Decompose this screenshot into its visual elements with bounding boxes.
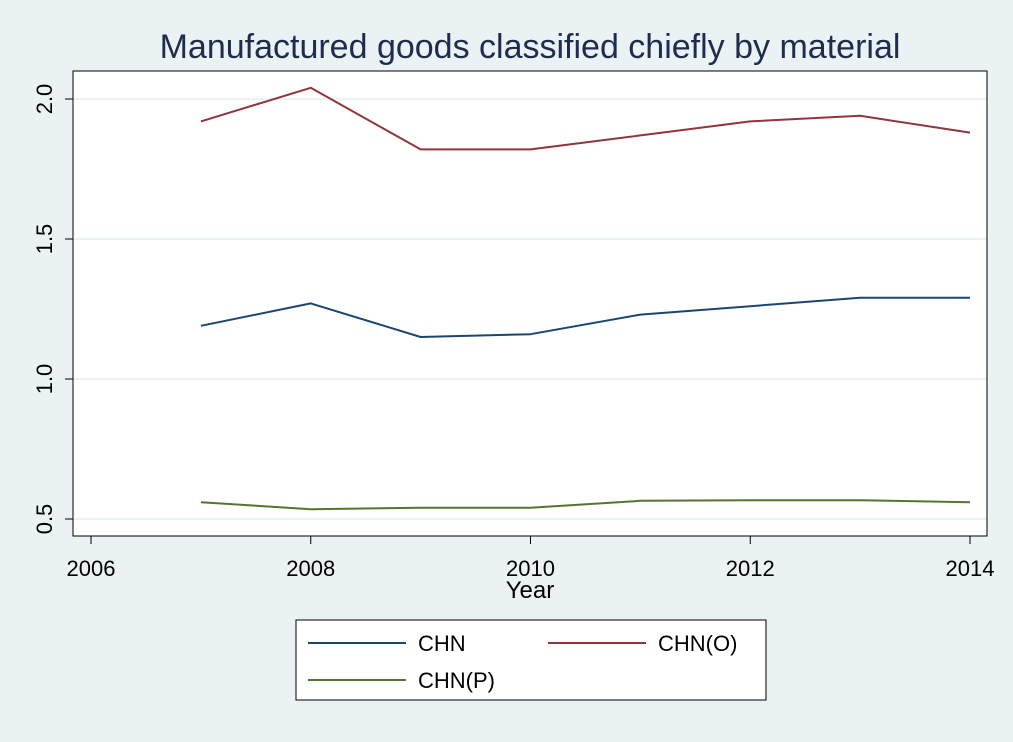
x-axis-label: Year bbox=[506, 577, 555, 604]
x-tick-label: 2012 bbox=[726, 556, 775, 581]
legend-label: CHN bbox=[418, 631, 466, 656]
series-line-chn-o bbox=[200, 86, 971, 151]
data-series bbox=[200, 86, 971, 511]
x-tick-label: 2010 bbox=[506, 556, 555, 581]
series-line-chn bbox=[200, 296, 970, 338]
y-tick-label: 2.0 bbox=[32, 84, 57, 115]
gridlines bbox=[73, 98, 987, 520]
axes: 0.5 1.0 1.5 2.0 2006 2008 2010 2012 2014 bbox=[32, 70, 995, 581]
y-tick-label: 1.0 bbox=[32, 364, 57, 395]
x-tick-label: 2006 bbox=[67, 556, 116, 581]
legend-box bbox=[295, 619, 767, 701]
legend-label: CHN(P) bbox=[418, 668, 495, 693]
y-tick-label: 1.5 bbox=[32, 224, 57, 255]
x-tick-label: 2008 bbox=[286, 556, 335, 581]
x-tick-label: 2014 bbox=[946, 556, 995, 581]
legend-label: CHN(O) bbox=[658, 631, 737, 656]
chart-title: Manufactured goods classified chiefly by… bbox=[160, 28, 901, 66]
plot-area bbox=[73, 71, 987, 536]
legend: CHN CHN(O) CHN(P) bbox=[295, 619, 767, 701]
y-tick-label: 0.5 bbox=[32, 504, 57, 535]
series-line-chn-p bbox=[200, 499, 971, 511]
